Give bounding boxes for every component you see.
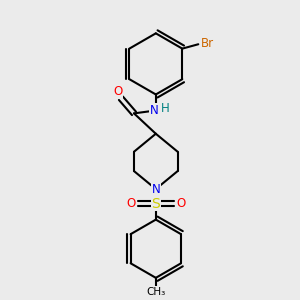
Text: N: N <box>152 183 160 196</box>
Text: O: O <box>113 85 123 98</box>
Text: O: O <box>176 197 185 210</box>
Text: N: N <box>150 104 159 117</box>
Text: O: O <box>126 197 135 210</box>
Text: S: S <box>152 196 160 211</box>
Text: CH₃: CH₃ <box>146 287 165 297</box>
Text: Br: Br <box>201 37 214 50</box>
Text: H: H <box>161 102 170 115</box>
